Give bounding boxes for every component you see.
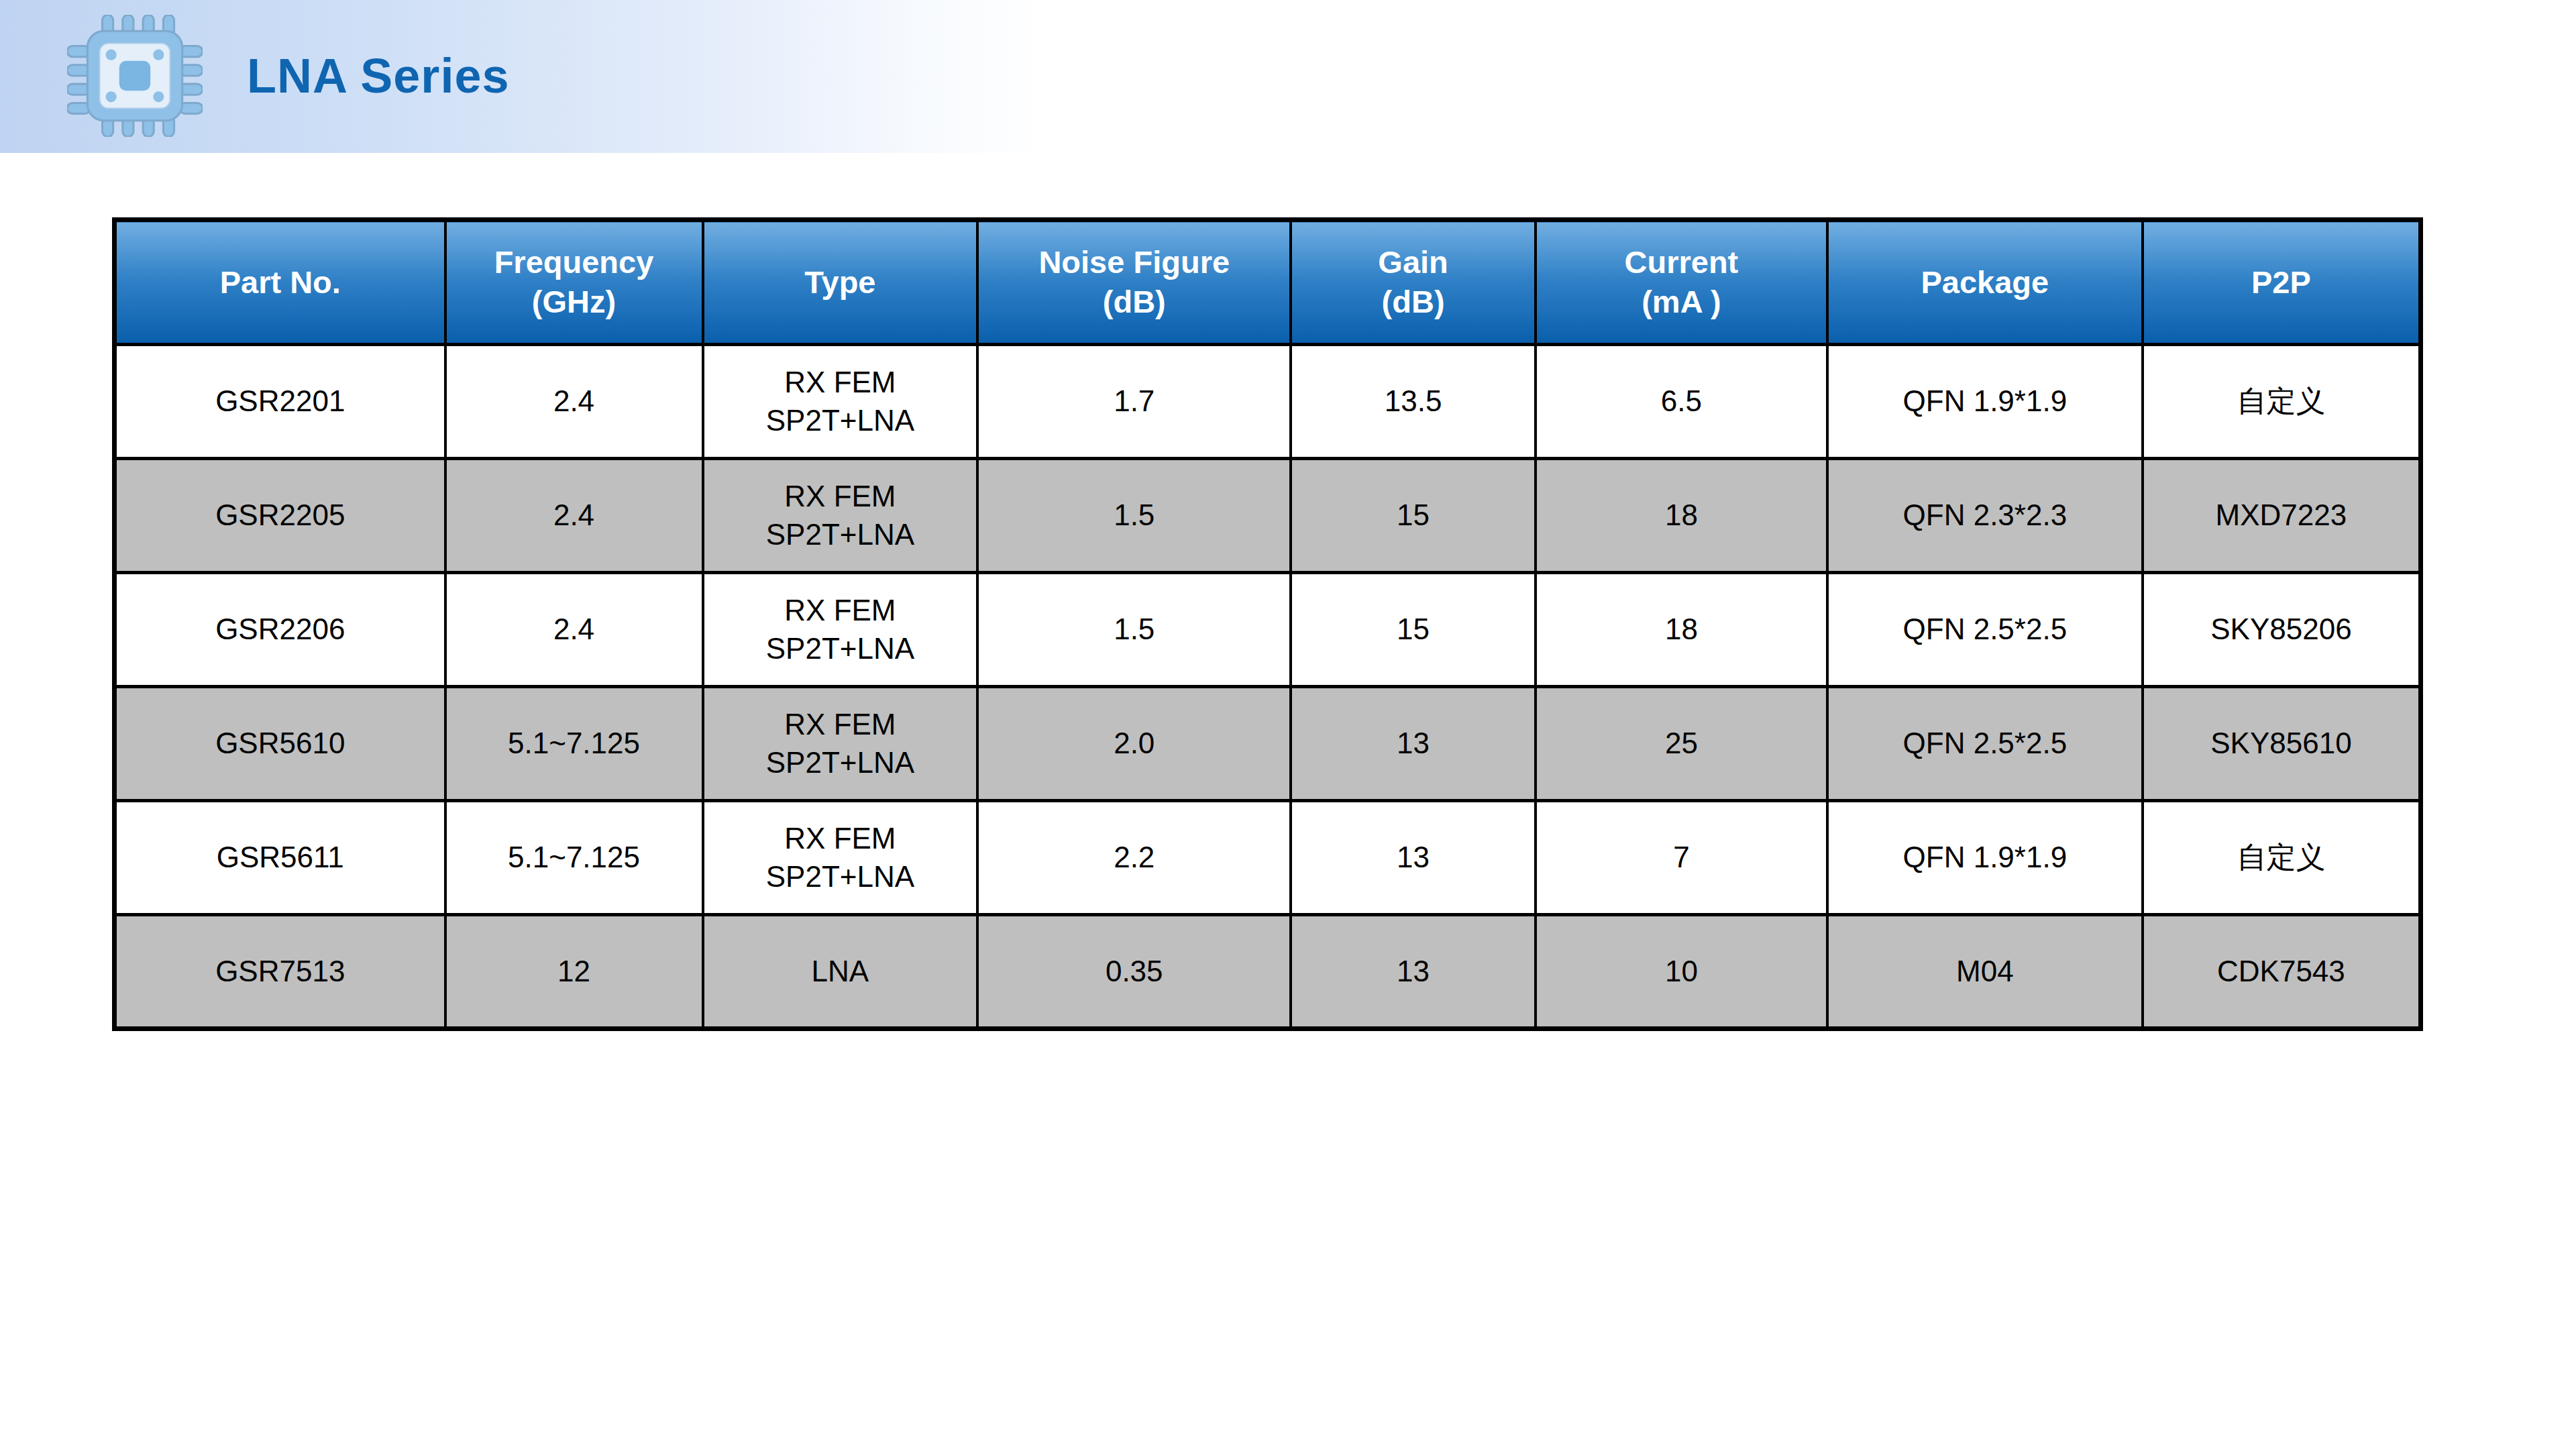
table-row: GSR22062.4RX FEM SP2T+LNA1.51518QFN 2.5*… — [115, 573, 2421, 687]
table-cell: GSR2201 — [115, 345, 445, 459]
table-cell: GSR2205 — [115, 459, 445, 573]
table-cell: RX FEM SP2T+LNA — [703, 573, 978, 687]
table-cell: 13 — [1291, 687, 1536, 801]
column-header: Part No. — [115, 220, 445, 345]
table-cell: M04 — [1827, 915, 2143, 1029]
table-row: GSR751312LNA0.351310M04CDK7543 — [115, 915, 2421, 1029]
table-cell: RX FEM SP2T+LNA — [703, 801, 978, 915]
table-cell: 0.35 — [977, 915, 1291, 1029]
table-cell: 2.0 — [977, 687, 1291, 801]
table-cell: 10 — [1536, 915, 1827, 1029]
table-cell: RX FEM SP2T+LNA — [703, 687, 978, 801]
table-row: GSR56115.1~7.125RX FEM SP2T+LNA2.2137QFN… — [115, 801, 2421, 915]
table-cell: 13 — [1291, 915, 1536, 1029]
page-title: LNA Series — [247, 48, 509, 103]
table-cell: GSR7513 — [115, 915, 445, 1029]
table-cell: 15 — [1291, 573, 1536, 687]
table-cell: QFN 2.5*2.5 — [1827, 687, 2143, 801]
column-header: Package — [1827, 220, 2143, 345]
table-cell: 15 — [1291, 459, 1536, 573]
table-cell: 自定义 — [2143, 345, 2421, 459]
table-cell: 18 — [1536, 459, 1827, 573]
table-cell: QFN 1.9*1.9 — [1827, 345, 2143, 459]
column-header: Type — [703, 220, 978, 345]
table-cell: 2.2 — [977, 801, 1291, 915]
table-cell: GSR2206 — [115, 573, 445, 687]
table-cell: 5.1~7.125 — [445, 687, 703, 801]
table-cell: RX FEM SP2T+LNA — [703, 345, 978, 459]
table-cell: CDK7543 — [2143, 915, 2421, 1029]
table-cell: GSR5610 — [115, 687, 445, 801]
table-cell: 12 — [445, 915, 703, 1029]
column-header: Noise Figure (dB) — [977, 220, 1291, 345]
page-header: LNA Series — [67, 13, 509, 138]
table-row: GSR56105.1~7.125RX FEM SP2T+LNA2.01325QF… — [115, 687, 2421, 801]
table-cell: RX FEM SP2T+LNA — [703, 459, 978, 573]
column-header: Gain (dB) — [1291, 220, 1536, 345]
table-cell: 自定义 — [2143, 801, 2421, 915]
table-cell: 6.5 — [1536, 345, 1827, 459]
table-cell: 1.7 — [977, 345, 1291, 459]
table-row: GSR22052.4RX FEM SP2T+LNA1.51518QFN 2.3*… — [115, 459, 2421, 573]
column-header: Current (mA ) — [1536, 220, 1827, 345]
table-cell: 1.5 — [977, 459, 1291, 573]
table-cell: SKY85610 — [2143, 687, 2421, 801]
table-cell: QFN 1.9*1.9 — [1827, 801, 2143, 915]
table-cell: 2.4 — [445, 459, 703, 573]
table-header-row: Part No.Frequency (GHz)TypeNoise Figure … — [115, 220, 2421, 345]
table-cell: 1.5 — [977, 573, 1291, 687]
column-header: Frequency (GHz) — [445, 220, 703, 345]
table-cell: 13.5 — [1291, 345, 1536, 459]
table-cell: QFN 2.3*2.3 — [1827, 459, 2143, 573]
table-row: GSR22012.4RX FEM SP2T+LNA1.713.56.5QFN 1… — [115, 345, 2421, 459]
table-cell: GSR5611 — [115, 801, 445, 915]
table-cell: 5.1~7.125 — [445, 801, 703, 915]
table-cell: 7 — [1536, 801, 1827, 915]
lna-series-table: Part No.Frequency (GHz)TypeNoise Figure … — [112, 217, 2423, 1031]
table-cell: 18 — [1536, 573, 1827, 687]
chip-icon — [67, 15, 203, 137]
table-cell: 2.4 — [445, 573, 703, 687]
table-cell: LNA — [703, 915, 978, 1029]
table-cell: 13 — [1291, 801, 1536, 915]
table-cell: 25 — [1536, 687, 1827, 801]
table-cell: MXD7223 — [2143, 459, 2421, 573]
table-cell: QFN 2.5*2.5 — [1827, 573, 2143, 687]
table-cell: SKY85206 — [2143, 573, 2421, 687]
column-header: P2P — [2143, 220, 2421, 345]
table-cell: 2.4 — [445, 345, 703, 459]
